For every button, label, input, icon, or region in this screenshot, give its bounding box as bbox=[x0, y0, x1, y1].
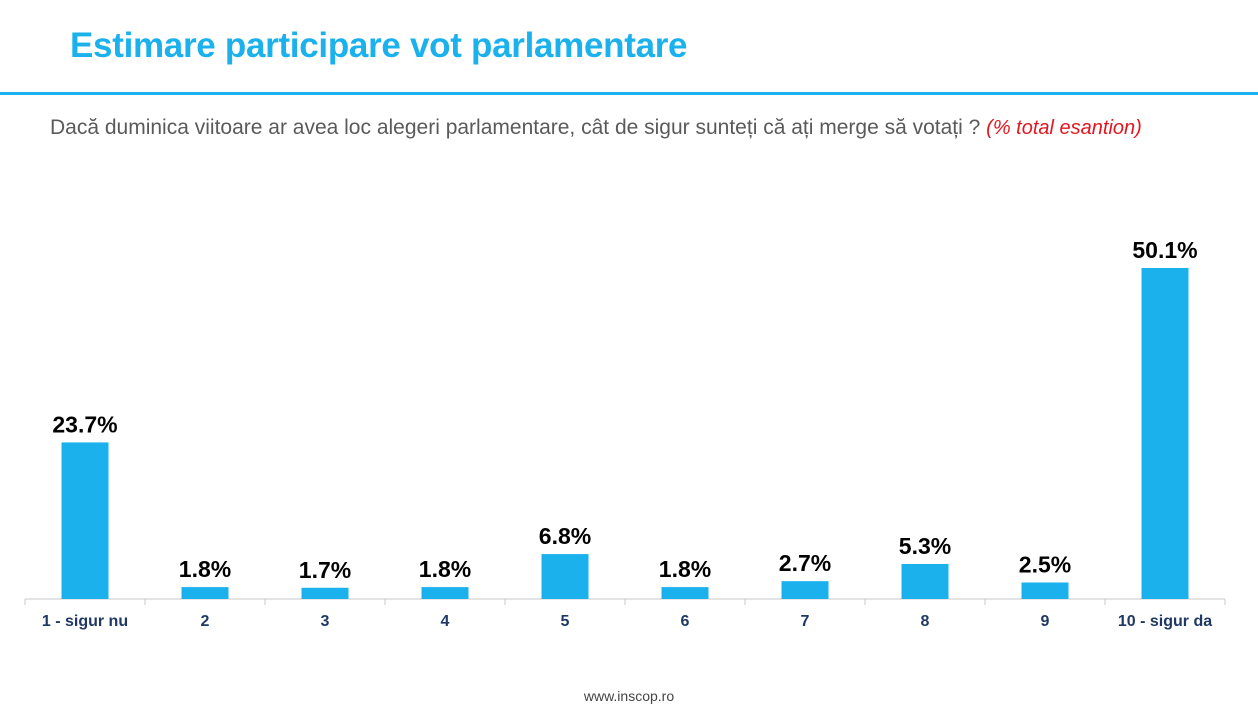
data-label: 1.7% bbox=[299, 557, 351, 583]
x-tick-label: 2 bbox=[201, 613, 210, 630]
bar bbox=[301, 587, 349, 599]
bar bbox=[781, 581, 829, 599]
bar bbox=[61, 442, 109, 599]
data-label: 1.8% bbox=[179, 556, 231, 582]
data-label: 1.8% bbox=[419, 556, 471, 582]
data-label: 2.7% bbox=[779, 550, 831, 576]
bar bbox=[1141, 268, 1189, 599]
x-tick-label: 8 bbox=[921, 613, 930, 630]
x-tick-label: 7 bbox=[801, 613, 810, 630]
question-text: Dacă duminica viitoare ar avea loc alege… bbox=[50, 116, 981, 139]
bar bbox=[661, 587, 709, 599]
data-label: 50.1% bbox=[1132, 237, 1197, 263]
footer-url: www.inscop.ro bbox=[583, 688, 675, 704]
x-tick-label: 10 - sigur da bbox=[1118, 613, 1212, 630]
data-label: 6.8% bbox=[539, 523, 591, 549]
title-divider bbox=[0, 92, 1258, 95]
data-label: 5.3% bbox=[899, 533, 951, 559]
bar bbox=[541, 554, 589, 599]
x-tick-label: 4 bbox=[441, 613, 450, 630]
data-label: 2.5% bbox=[1019, 551, 1071, 577]
bar bbox=[901, 563, 949, 599]
bar bbox=[181, 587, 229, 599]
x-tick-label: 1 - sigur nu bbox=[42, 613, 128, 630]
x-tick-label: 3 bbox=[321, 613, 330, 630]
page-title: Estimare participare vot parlamentare bbox=[70, 26, 688, 65]
data-label: 1.8% bbox=[659, 556, 711, 582]
sample-note: (% total esantion) bbox=[986, 117, 1142, 139]
x-tick-label: 5 bbox=[561, 613, 570, 630]
data-label: 23.7% bbox=[52, 411, 117, 437]
survey-question: Dacă duminica viitoare ar avea loc alege… bbox=[50, 106, 1220, 150]
x-tick-label: 6 bbox=[681, 613, 690, 630]
bar bbox=[1021, 582, 1069, 599]
x-tick-label: 9 bbox=[1041, 613, 1050, 630]
bar bbox=[421, 587, 469, 599]
